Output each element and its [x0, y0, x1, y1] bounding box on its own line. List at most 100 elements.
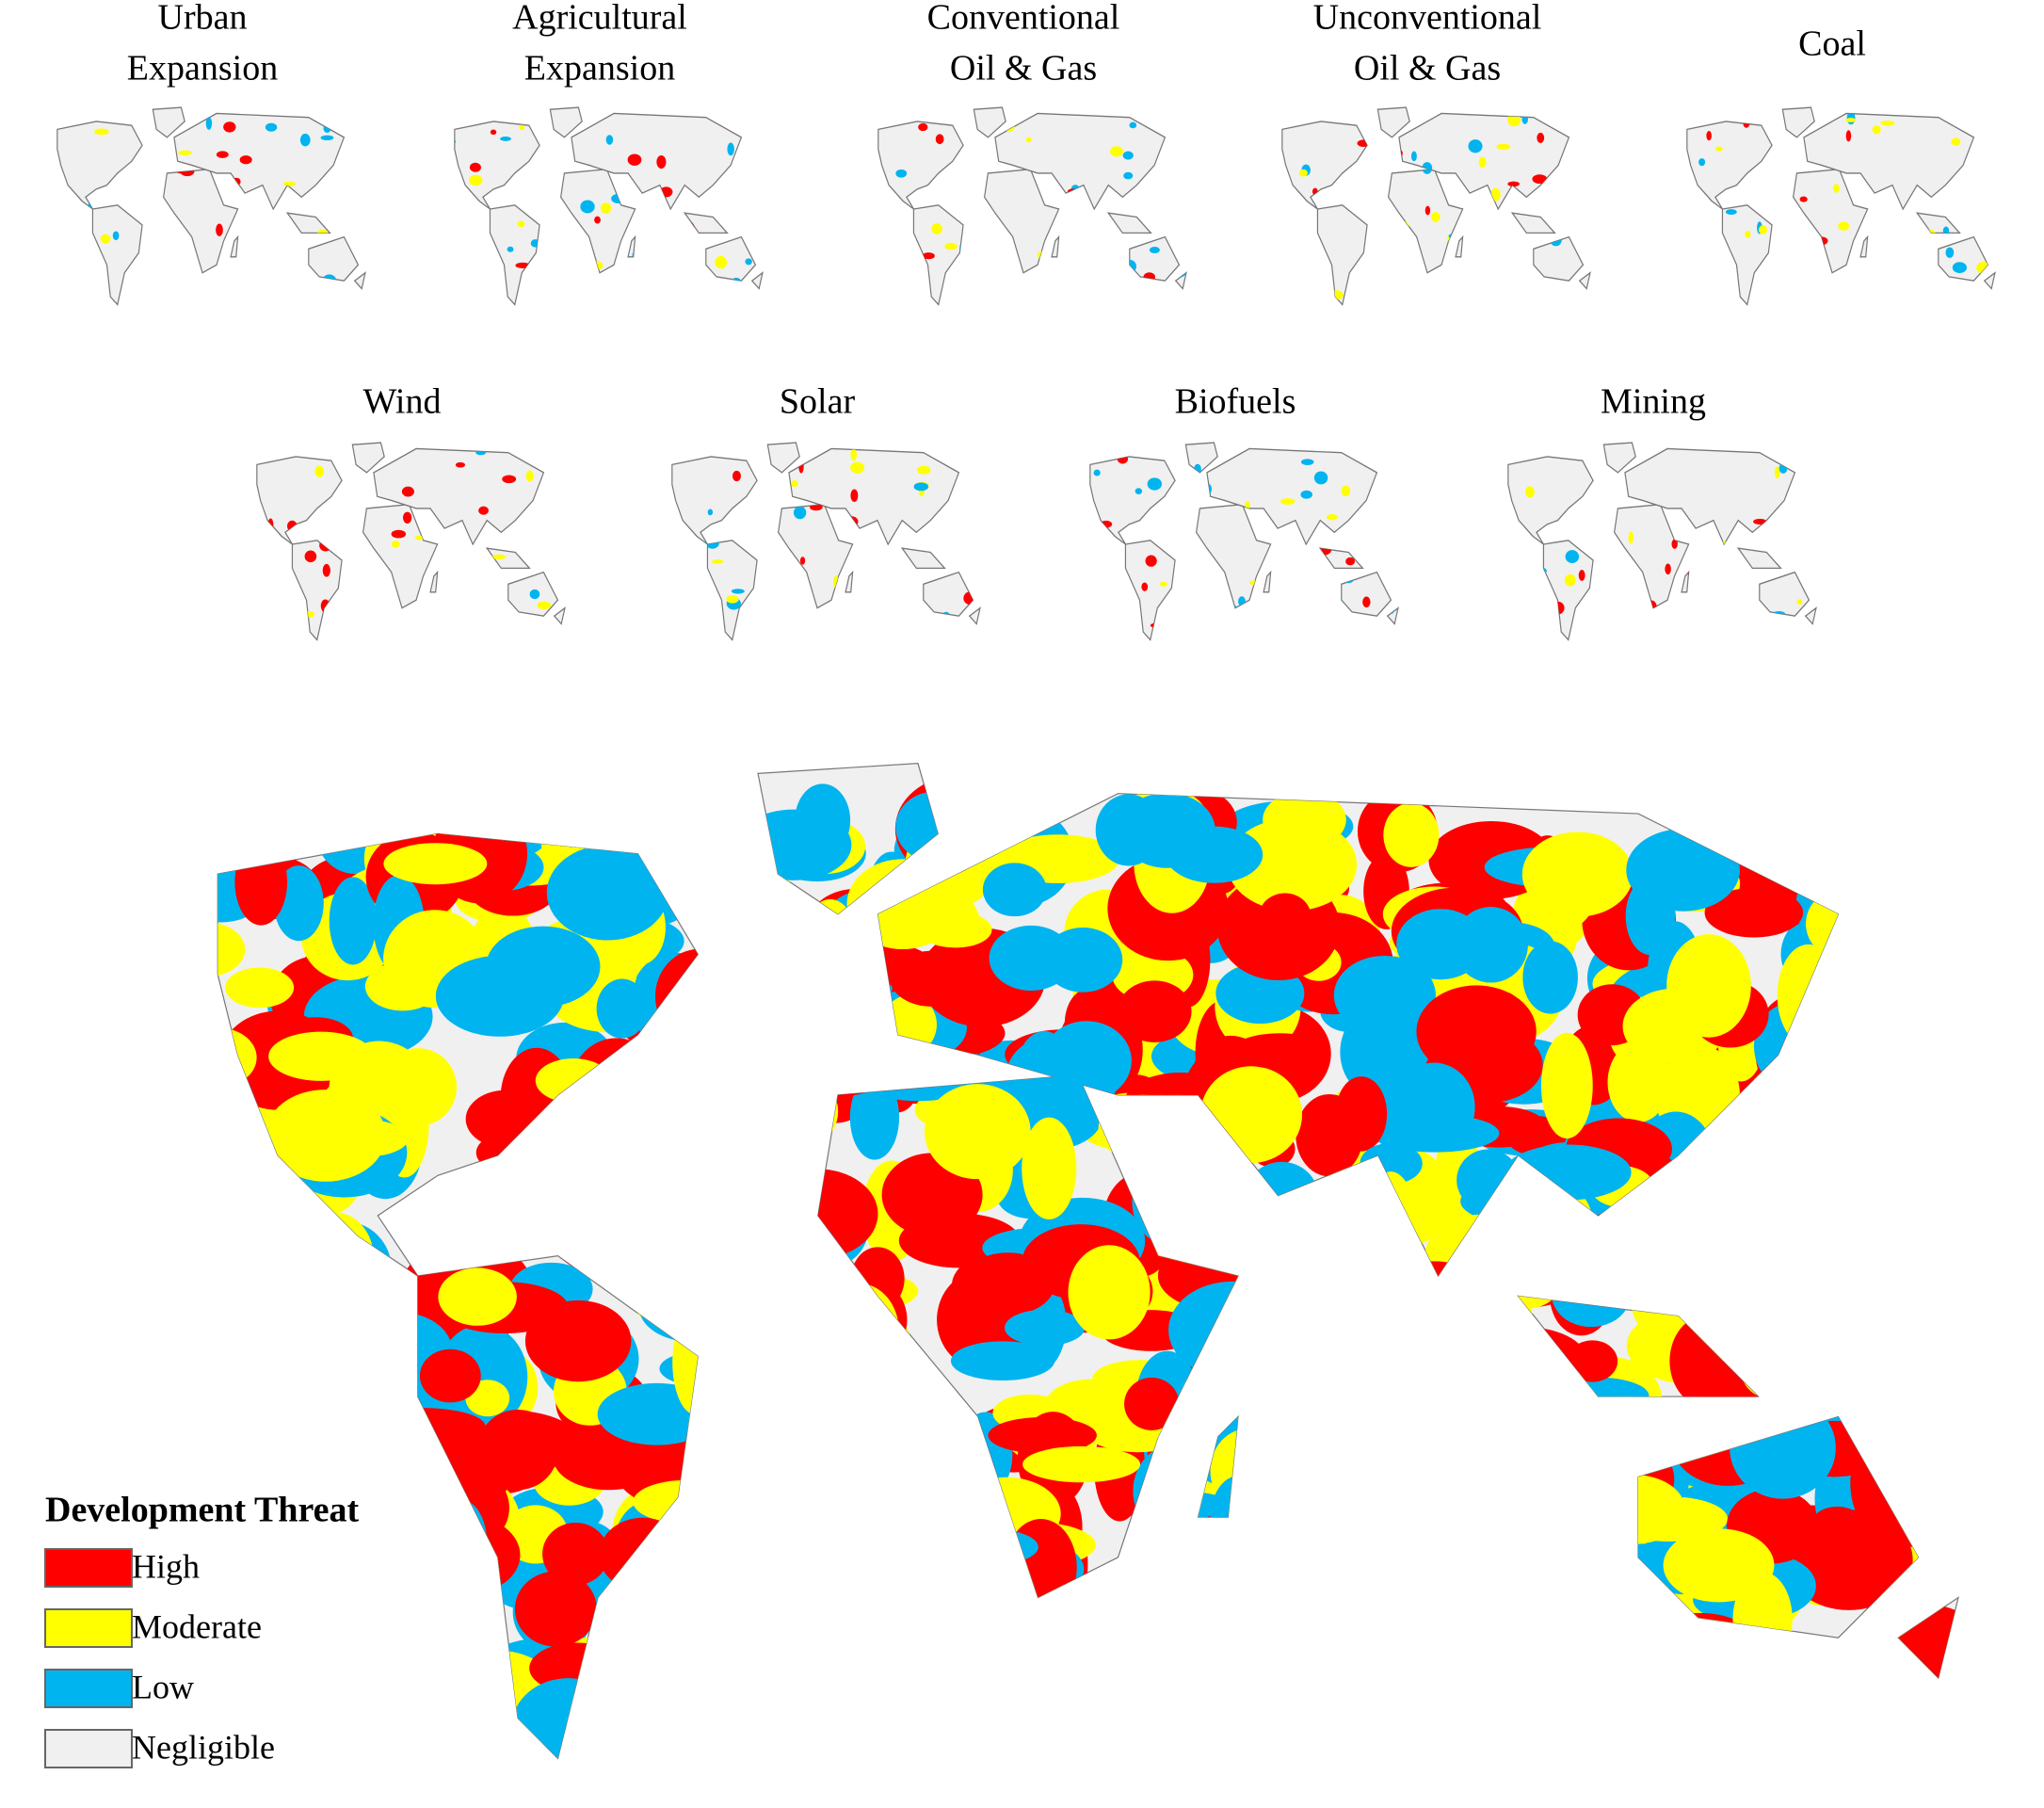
threat-patch [256, 190, 263, 202]
threat-patch [265, 274, 271, 288]
threat-patch [1400, 1283, 1448, 1340]
threat-patch [1157, 1437, 1215, 1485]
threat-patch [1831, 1200, 1878, 1256]
threat-patch [963, 591, 976, 605]
threat-patch [391, 541, 400, 548]
threat-patch [1682, 1660, 1741, 1722]
threat-layer [217, 775, 1958, 1759]
continent [627, 234, 636, 258]
threat-patch [563, 1107, 680, 1164]
threat-patch [1402, 229, 1408, 236]
world-map [1686, 106, 1996, 306]
threat-patch [1540, 1032, 1593, 1139]
threat-patch [700, 1618, 779, 1705]
threat-patch [1325, 1669, 1438, 1736]
threat-patch [520, 1111, 631, 1171]
threat-patch [727, 512, 733, 525]
continent [1196, 503, 1272, 609]
continent [1455, 234, 1464, 258]
threat-patch [514, 1571, 597, 1647]
threat-patch [1580, 1558, 1676, 1645]
continent [1781, 106, 1815, 138]
threat-patch [1556, 1401, 1623, 1443]
threat-patch [1093, 469, 1101, 476]
threat-patch [707, 1141, 757, 1186]
threat-patch [756, 127, 763, 136]
threat-patch [1055, 218, 1068, 228]
threat-patch [1210, 1476, 1266, 1561]
threat-patch [329, 1695, 378, 1748]
threat-patch [685, 1424, 803, 1530]
threat-patch [891, 1639, 967, 1684]
threat-patch [1845, 118, 1857, 122]
threat-patch [415, 619, 430, 632]
threat-patch [1504, 1144, 1632, 1201]
threat-patch [1472, 1197, 1585, 1302]
threat-patch [834, 1279, 908, 1361]
threat-patch [254, 1370, 357, 1460]
threat-patch [1366, 1171, 1416, 1270]
threat-patch [580, 200, 595, 214]
threat-patch [1352, 1638, 1412, 1676]
threat-patch [1430, 212, 1440, 222]
continent [1089, 456, 1176, 545]
continent [571, 112, 743, 211]
continent [778, 503, 854, 609]
threat-patch [1326, 513, 1338, 521]
threat-patch [1079, 1685, 1175, 1759]
threat-patch [1870, 1604, 1958, 1699]
threat-patch [1341, 485, 1351, 496]
continent [429, 570, 439, 593]
threat-patch [1110, 146, 1123, 157]
continent [1602, 442, 1636, 474]
threat-patch [1743, 1241, 1810, 1292]
threat-patch [799, 557, 806, 565]
threat-patch [916, 465, 931, 475]
legend-swatch [44, 1548, 133, 1588]
threat-patch [524, 1300, 632, 1382]
threat-patch [1311, 1194, 1372, 1272]
threat-patch [1760, 1063, 1807, 1142]
threat-patch [990, 1633, 1078, 1697]
threat-patch [217, 1142, 270, 1180]
threat-patch [1870, 1396, 1958, 1473]
threat-patch [1410, 1426, 1460, 1519]
threat-patch [1653, 1612, 1746, 1652]
threat-patch [1742, 1169, 1794, 1205]
threat-patch [1539, 186, 1549, 200]
continent [1533, 235, 1585, 282]
threat-patch [1298, 1378, 1406, 1449]
threat-patch [817, 988, 898, 1057]
threat-patch [1473, 1653, 1551, 1753]
threat-patch [634, 1598, 718, 1659]
threat-patch [1147, 477, 1162, 491]
threat-patch [1051, 1636, 1164, 1711]
threat-patch [333, 118, 348, 125]
threat-patch [1888, 912, 1958, 981]
threat-patch [438, 1267, 517, 1326]
threat-patch [935, 134, 944, 145]
threat-patch [643, 260, 652, 273]
threat-patch [1896, 1509, 1958, 1546]
threat-patch [226, 238, 234, 246]
threat-patch [777, 1461, 851, 1498]
threat-patch [1431, 1302, 1511, 1344]
threat-patch [1546, 624, 1555, 635]
threat-patch [671, 607, 682, 613]
threat-patch [690, 1652, 785, 1710]
continent [900, 547, 946, 570]
continent [1793, 168, 1869, 274]
threat-patch [441, 1683, 527, 1726]
threat-patch [1871, 993, 1958, 1064]
threat-patch [1127, 1642, 1201, 1719]
threat-patch [1132, 1650, 1209, 1733]
continent [91, 204, 143, 306]
threat-patch [936, 1631, 1021, 1677]
threat-patch [1308, 1532, 1406, 1610]
threat-patch [594, 216, 601, 224]
continent [1759, 571, 1811, 617]
continent [1386, 606, 1399, 625]
continent [1983, 271, 1996, 290]
threat-patch [1300, 490, 1312, 499]
threat-patch [275, 1542, 373, 1612]
